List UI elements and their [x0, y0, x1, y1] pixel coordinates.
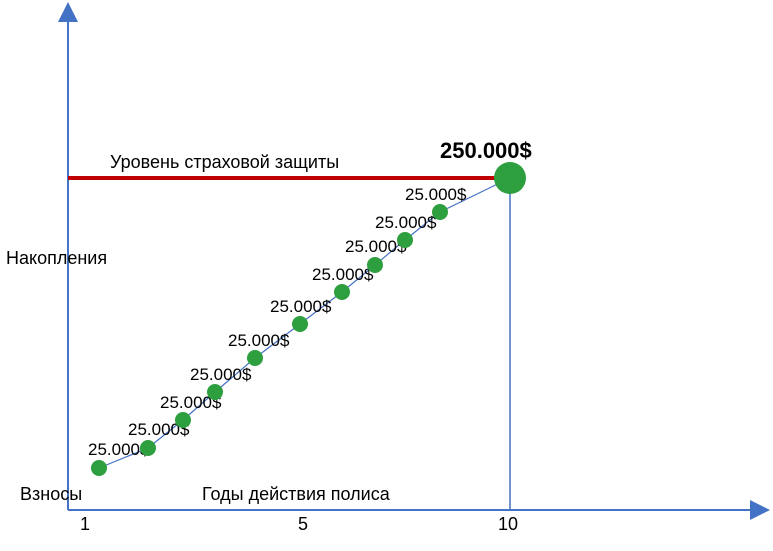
data-point [367, 257, 383, 273]
x-axis-title: Годы действия полиса [202, 484, 391, 504]
contributions-label: Взносы [20, 484, 82, 504]
data-point [494, 162, 526, 194]
x-tick-label: 10 [498, 514, 518, 534]
data-point [140, 440, 156, 456]
x-tick-label: 5 [298, 514, 308, 534]
data-point [91, 460, 107, 476]
data-point [247, 350, 263, 366]
data-point [207, 384, 223, 400]
data-point-label: 25.000$ [375, 213, 437, 232]
x-tick-label: 1 [80, 514, 90, 534]
data-point-label: 25.000$ [405, 185, 467, 204]
threshold-label: Уровень страховой защиты [110, 152, 339, 172]
data-point [432, 204, 448, 220]
data-point-label: 25.000$ [190, 365, 252, 384]
data-point-label: 25.000$ [228, 331, 290, 350]
data-point [397, 232, 413, 248]
data-point [334, 284, 350, 300]
data-point-label: 25.000$ [312, 265, 374, 284]
data-point-label: 25.000$ [270, 297, 332, 316]
threshold-value: 250.000$ [440, 138, 532, 163]
data-point [175, 412, 191, 428]
savings-label: Накопления [6, 248, 107, 268]
chart-background [0, 0, 773, 551]
insurance-savings-chart: Уровень страховой защиты 250.000$ 25.000$ 2… [0, 0, 773, 551]
data-point [292, 316, 308, 332]
